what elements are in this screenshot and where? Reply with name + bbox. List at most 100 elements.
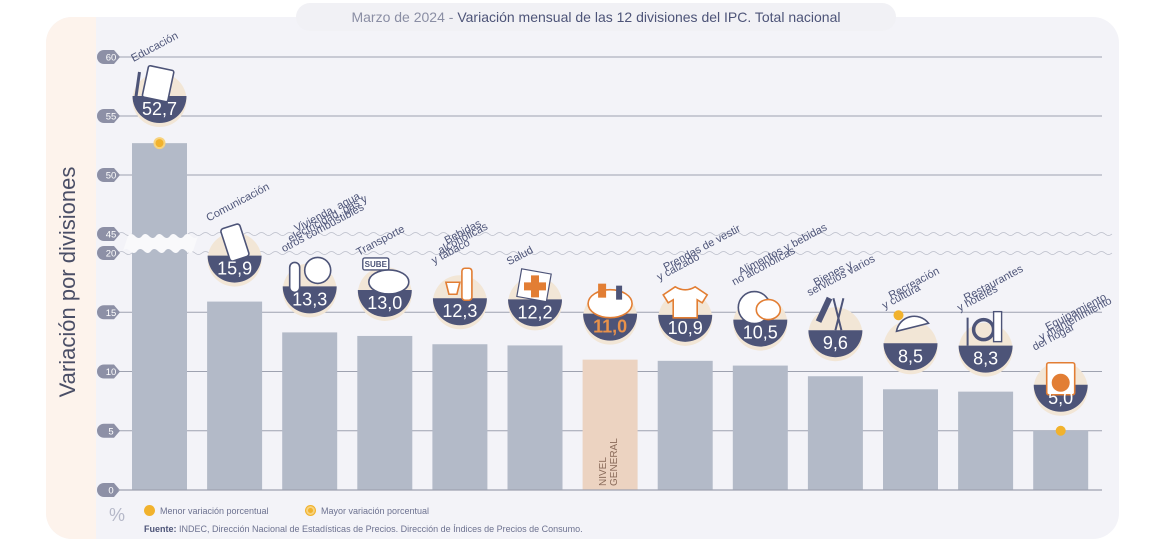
value-label: 13,0 [367,293,402,313]
axis-break-line [117,251,1113,255]
title-text: Variación mensual de las 12 divisiones d… [457,9,841,25]
y-tick-label: 60 [106,53,117,64]
value-badge: 13,3 [282,256,337,318]
value-label: 12,2 [517,302,552,322]
y-tick-label: 50 [106,171,117,182]
value-label: 12,3 [442,301,477,321]
book-icon [141,64,175,103]
value-label: 8,3 [973,349,998,369]
washer-drum-icon [1051,373,1070,392]
title-period: Marzo de 2024 [351,9,445,25]
unit-label: % [109,505,126,525]
y-tick-bubble [97,483,120,497]
value-label: 11,0 [593,317,627,337]
bar [1033,430,1089,490]
sun-icon [893,310,904,321]
badge-fill [132,96,187,123]
smartphone-icon [220,223,250,262]
y-tick-label: 0 [108,486,113,497]
value-label: 8,5 [898,346,923,366]
badge-fill [883,343,938,371]
value-badge: 12,3 [432,267,487,330]
badge-fill [357,289,412,317]
pencil-icon [134,71,141,101]
source-label: Fuente: [144,524,177,534]
bar-break-marker [123,234,198,253]
basket-icon [587,288,633,319]
badge-fill [958,345,1013,373]
cross-icon [524,275,546,298]
bottle-icon [461,267,473,302]
source-text: INDEC, Dirección Nacional de Estadística… [176,524,583,534]
badge-fill [508,299,562,327]
value-badge: 8,5 [883,310,938,375]
value-badge: 15,9 [207,223,262,287]
bar [582,359,638,490]
y-tick-bubble [97,50,120,64]
value-label: 10,9 [668,318,703,338]
badge-fill [583,313,638,341]
category-label: Educación [129,30,180,65]
bar [657,360,713,490]
lightbulb-icon [303,256,332,285]
product-icon [598,283,607,298]
value-badge: 12,2 [508,268,562,331]
value-label: 5,0 [1048,388,1073,408]
chicken-icon [755,298,782,321]
value-badge: 10,9 [658,285,713,346]
y-tick-bubble [97,168,120,182]
value-label: 10,5 [743,323,778,343]
badge-fill [658,314,713,342]
y-tick-bubble [97,423,120,438]
umbrella-icon [895,315,930,333]
tshirt-icon [662,285,709,319]
bus-icon [367,269,410,295]
y-tick-label: 5 [108,426,113,437]
y-tick-bubble [97,246,120,260]
min-dot-icon [1055,425,1066,436]
bar [958,391,1014,490]
comb-icon [815,296,833,323]
bar [132,143,187,490]
scissors-blade [834,297,845,331]
sube-text: SUBE [365,260,388,269]
badge-fill [432,298,487,326]
badge-fill [207,255,262,283]
value-label: 9,6 [823,333,848,353]
badge-fill [733,319,788,347]
legend-min-label: Menor variación porcentual [160,505,269,516]
value-badge: 11,0 [583,283,638,345]
y-tick-label: 20 [106,249,117,260]
title-separator: - [444,9,458,25]
legend-item-min: Menor variación porcentual [144,505,269,516]
legend-max-label: Mayor variación porcentual [321,505,430,516]
value-badge: 10,5 [733,290,788,351]
y-tick-label: 10 [106,367,117,378]
legend-dot-min-icon [144,505,155,516]
legend-item-max: Mayor variación porcentual [305,505,429,516]
bar [732,365,788,490]
sube-card-icon [362,257,390,271]
badge-fill [808,330,863,358]
source-note: Fuente: INDEC, Dirección Nacional de Est… [144,524,583,534]
bottle-icon [616,285,623,300]
value-label: 15,9 [217,259,252,279]
bar [807,376,863,490]
y-tick-bubble [97,305,120,320]
category-label: Comunicación [204,181,271,224]
scissors-icon [832,297,843,331]
bar [207,301,263,490]
value-badge: 9,6 [808,296,863,362]
value-label: 52,7 [142,99,177,119]
general-bar-label: GENERAL [609,438,620,486]
bar [357,335,413,490]
badge-fill [282,286,337,314]
max-dot-icon [155,139,164,148]
y-tick-label: 45 [106,230,117,241]
general-bar-label: NIVEL [598,457,609,486]
value-badge: 5,0 [1033,361,1088,416]
y-tick-label: 15 [106,308,117,319]
wine-glass-icon [444,281,461,296]
chart-title: Marzo de 2024 - Variación mensual de las… [296,3,896,31]
legend-dot-max-icon [305,505,316,516]
